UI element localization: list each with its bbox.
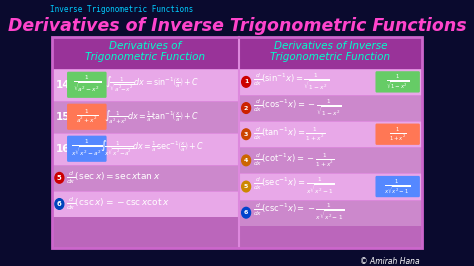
FancyBboxPatch shape bbox=[52, 191, 239, 217]
Text: $\frac{1}{x\sqrt{x^2-a^2}}$: $\frac{1}{x\sqrt{x^2-a^2}}$ bbox=[71, 138, 103, 159]
Text: Trigonometric Function: Trigonometric Function bbox=[85, 52, 206, 62]
FancyBboxPatch shape bbox=[239, 173, 422, 200]
FancyBboxPatch shape bbox=[52, 37, 239, 69]
Text: $\frac{d}{dx}(\tan^{-1}\!x) = \frac{1}{1+x^2}$: $\frac{d}{dx}(\tan^{-1}\!x) = \frac{1}{1… bbox=[253, 126, 325, 143]
Text: 6: 6 bbox=[244, 210, 248, 215]
FancyBboxPatch shape bbox=[239, 95, 422, 121]
Text: $\frac{d}{dx}(\sec x) = \sec x\tan x$: $\frac{d}{dx}(\sec x) = \sec x\tan x$ bbox=[66, 169, 160, 186]
Text: $\frac{1}{x\sqrt{x^2-1}}$: $\frac{1}{x\sqrt{x^2-1}}$ bbox=[384, 177, 411, 196]
FancyBboxPatch shape bbox=[239, 37, 422, 69]
Circle shape bbox=[55, 172, 64, 183]
Circle shape bbox=[55, 199, 64, 209]
Circle shape bbox=[242, 155, 251, 166]
Text: Inverse Trigonometric Functions: Inverse Trigonometric Functions bbox=[50, 5, 193, 14]
Text: $\frac{d}{dx}(\csc x) = -\csc x\cot x$: $\frac{d}{dx}(\csc x) = -\csc x\cot x$ bbox=[66, 196, 169, 212]
FancyBboxPatch shape bbox=[67, 104, 107, 130]
Text: 4: 4 bbox=[244, 158, 248, 163]
Text: Derivatives of: Derivatives of bbox=[109, 40, 182, 51]
FancyBboxPatch shape bbox=[52, 101, 239, 133]
Circle shape bbox=[242, 207, 251, 218]
Text: $\frac{d}{dx}(\sin^{-1}\!x) = \frac{1}{\sqrt{1-x^2}}$: $\frac{d}{dx}(\sin^{-1}\!x) = \frac{1}{\… bbox=[253, 71, 329, 93]
FancyBboxPatch shape bbox=[52, 69, 239, 101]
Text: $\frac{1}{\sqrt{1-x^2}}$: $\frac{1}{\sqrt{1-x^2}}$ bbox=[386, 73, 409, 91]
Circle shape bbox=[242, 129, 251, 140]
Text: $\frac{1}{1+x^2}$: $\frac{1}{1+x^2}$ bbox=[389, 126, 407, 143]
Text: $\frac{1}{a^2+x^2}$: $\frac{1}{a^2+x^2}$ bbox=[76, 108, 98, 126]
FancyBboxPatch shape bbox=[239, 147, 422, 173]
Text: $\int\!\frac{1}{x\sqrt{x^2\!-\!a^2}}dx = \frac{1}{a}\sec^{-1}\!\!\left(\frac{x}{: $\int\!\frac{1}{x\sqrt{x^2\!-\!a^2}}dx =… bbox=[100, 139, 204, 159]
Text: 2: 2 bbox=[244, 106, 248, 111]
Circle shape bbox=[242, 77, 251, 87]
Text: 16.: 16. bbox=[55, 144, 74, 154]
Text: © Amirah Hana: © Amirah Hana bbox=[360, 257, 419, 266]
Text: 5: 5 bbox=[57, 175, 62, 181]
Text: $\frac{d}{dx}(\cos^{-1}\!x) = -\frac{1}{\sqrt{1-x^2}}$: $\frac{d}{dx}(\cos^{-1}\!x) = -\frac{1}{… bbox=[253, 97, 341, 119]
Text: 6: 6 bbox=[57, 201, 62, 207]
Circle shape bbox=[242, 181, 251, 192]
Text: 5: 5 bbox=[244, 184, 248, 189]
FancyBboxPatch shape bbox=[239, 69, 422, 95]
Text: $\frac{d}{dx}(\sec^{-1}\!x) = \frac{1}{x\sqrt{x^2-1}}$: $\frac{d}{dx}(\sec^{-1}\!x) = \frac{1}{x… bbox=[253, 176, 334, 197]
Text: $\frac{d}{dx}(\csc^{-1}\!x) = -\frac{1}{x\sqrt{x^2-1}}$: $\frac{d}{dx}(\csc^{-1}\!x) = -\frac{1}{… bbox=[253, 202, 344, 223]
Text: $\frac{1}{\sqrt{a^2-x^2}}$: $\frac{1}{\sqrt{a^2-x^2}}$ bbox=[73, 74, 101, 95]
Text: $\int\!\frac{1}{a^2\!+\!x^2}dx = \frac{1}{a}\tan^{-1}\!\!\left(\frac{x}{a}\right: $\int\!\frac{1}{a^2\!+\!x^2}dx = \frac{1… bbox=[104, 108, 200, 126]
Text: 15.: 15. bbox=[55, 112, 74, 122]
Text: 3: 3 bbox=[244, 132, 248, 137]
FancyBboxPatch shape bbox=[375, 71, 420, 93]
FancyBboxPatch shape bbox=[375, 176, 420, 197]
FancyBboxPatch shape bbox=[67, 136, 107, 162]
Text: $\frac{d}{dx}(\cot^{-1}\!x) = -\frac{1}{1+x^2}$: $\frac{d}{dx}(\cot^{-1}\!x) = -\frac{1}{… bbox=[253, 152, 334, 169]
Text: $\int\!\frac{1}{\sqrt{a^2\!-\!x^2}}dx = \sin^{-1}\!\!\left(\frac{x}{a}\right)\!+: $\int\!\frac{1}{\sqrt{a^2\!-\!x^2}}dx = … bbox=[105, 75, 199, 94]
FancyBboxPatch shape bbox=[52, 165, 239, 191]
Text: 14.: 14. bbox=[55, 80, 74, 90]
Text: Derivatives of Inverse Trigonometric Functions: Derivatives of Inverse Trigonometric Fun… bbox=[8, 17, 466, 35]
FancyBboxPatch shape bbox=[239, 200, 422, 226]
Text: Trigonometric Function: Trigonometric Function bbox=[270, 52, 391, 62]
FancyBboxPatch shape bbox=[52, 133, 239, 165]
FancyBboxPatch shape bbox=[67, 72, 107, 98]
FancyBboxPatch shape bbox=[239, 121, 422, 147]
FancyBboxPatch shape bbox=[52, 37, 422, 248]
FancyBboxPatch shape bbox=[375, 123, 420, 145]
Text: Derivatives of Inverse: Derivatives of Inverse bbox=[273, 40, 387, 51]
Text: 1: 1 bbox=[244, 79, 248, 84]
Circle shape bbox=[242, 103, 251, 113]
